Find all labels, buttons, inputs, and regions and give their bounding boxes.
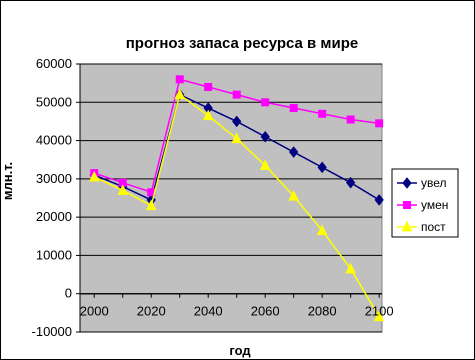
- data-point: [318, 109, 327, 118]
- y-tick-label: 40000: [36, 133, 72, 148]
- axes: [76, 63, 382, 333]
- data-point: [345, 262, 356, 274]
- data-point: [375, 119, 384, 128]
- data-point: [289, 146, 299, 158]
- series: [88, 75, 385, 322]
- tick-labels: -10000 0 10000 20000 30000 40000 50000 60000 200…: [32, 56, 394, 339]
- y-tick-label: 0: [65, 286, 72, 301]
- legend-label: умен: [421, 198, 448, 212]
- data-point: [346, 176, 356, 189]
- y-axis-label: млн.т.: [0, 162, 15, 200]
- y-tick-label: 60000: [36, 56, 72, 71]
- data-point: [232, 115, 242, 128]
- data-point: [202, 109, 214, 121]
- data-point: [175, 75, 184, 84]
- legend-label: увел: [421, 176, 447, 190]
- data-point: [259, 159, 271, 170]
- data-point: [232, 90, 241, 99]
- data-point: [260, 130, 270, 143]
- y-tick-label: 50000: [36, 94, 72, 109]
- x-tick-label: 2000: [80, 304, 109, 319]
- data-point: [374, 194, 384, 206]
- data-point: [145, 199, 157, 211]
- legend-item: умен: [397, 198, 448, 212]
- x-axis-label: год: [229, 343, 251, 358]
- y-tick-label: 20000: [36, 209, 72, 224]
- legend-item: увел: [397, 176, 447, 190]
- chart-title: прогноз запаса ресурса в мире: [126, 35, 359, 52]
- data-point: [289, 104, 298, 113]
- y-tick-label: -10000: [32, 324, 72, 339]
- data-point: [261, 98, 270, 107]
- data-point: [231, 132, 243, 144]
- data-point: [88, 170, 100, 182]
- y-tick-label: 30000: [36, 171, 72, 186]
- x-tick-label: 2040: [194, 304, 223, 319]
- data-point: [316, 224, 328, 236]
- x-tick-label: 2020: [137, 304, 166, 319]
- legend: увел умен пост: [391, 168, 459, 238]
- legend-marker: [401, 220, 413, 232]
- legend-marker: [402, 177, 412, 189]
- x-tick-label: 2080: [308, 304, 337, 319]
- data-point: [317, 161, 327, 174]
- data-point: [373, 310, 385, 322]
- legend-item: пост: [397, 220, 446, 234]
- series-3: [88, 88, 385, 322]
- plot-area: [79, 63, 383, 333]
- y-tick-label: 10000: [36, 247, 72, 262]
- legend-label: пост: [421, 220, 446, 234]
- data-point: [346, 115, 355, 124]
- legend-marker: [403, 201, 411, 209]
- x-tick-label: 2100: [365, 304, 394, 319]
- x-tick-label: 2060: [251, 304, 280, 319]
- data-point: [288, 189, 299, 201]
- data-point: [117, 184, 129, 195]
- data-point: [174, 88, 186, 100]
- data-point: [204, 82, 213, 91]
